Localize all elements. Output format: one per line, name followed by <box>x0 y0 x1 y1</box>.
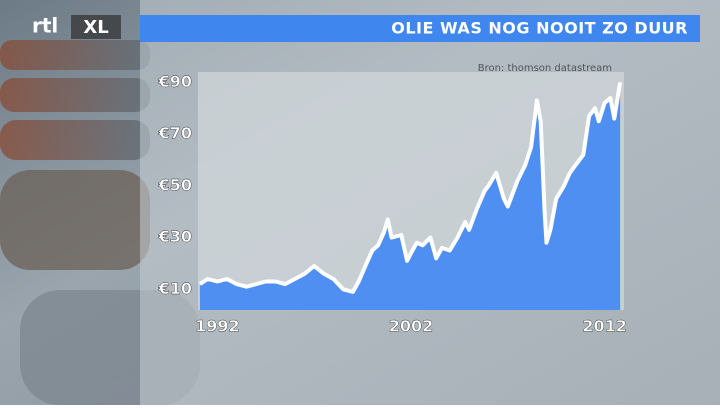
line <box>198 81 623 294</box>
chart-title: OLIE WAS NOG NOOIT ZO DUUR <box>391 19 688 38</box>
y-tick-label: €10 <box>158 279 192 298</box>
title-bar <box>140 15 700 42</box>
y-tick-label: €90 <box>158 72 192 91</box>
source: Bron: thomson datastream <box>478 63 612 74</box>
x-tick-label: 2012 <box>582 317 627 336</box>
x-tick-label: 1992 <box>195 317 240 336</box>
y-tick-label: €70 <box>158 124 192 143</box>
y-tick-label: €50 <box>158 175 192 194</box>
x-tick-label: 2002 <box>389 317 434 336</box>
logo-xl: XL <box>83 17 108 38</box>
y-tick-label: €30 <box>158 227 192 246</box>
area <box>199 82 621 310</box>
logo-box <box>71 15 121 39</box>
logo-rtl: rtl <box>32 14 58 38</box>
